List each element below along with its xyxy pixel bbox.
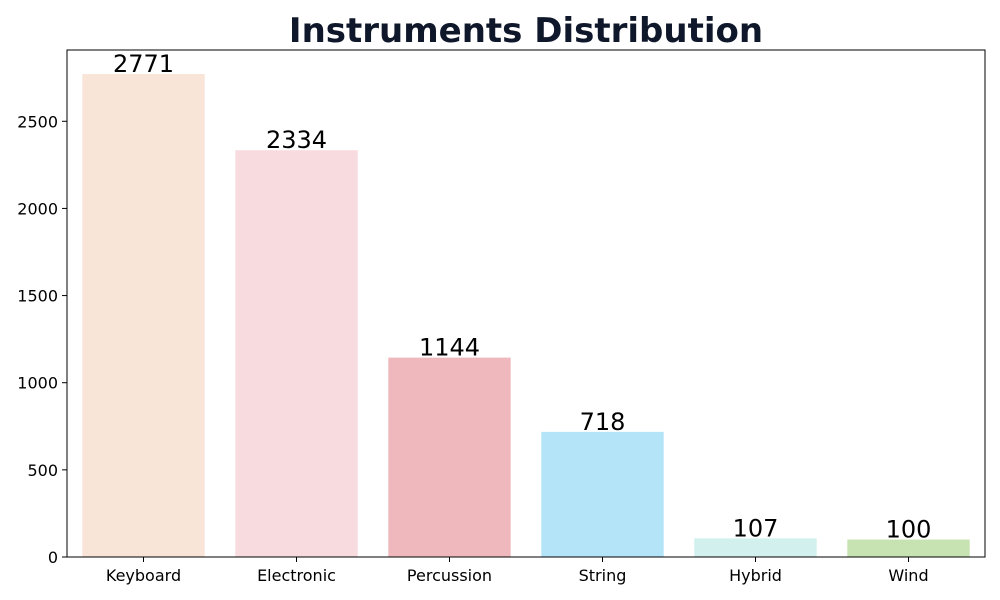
value-label-string: 718 (580, 408, 626, 436)
value-labels-group: 2771 2334 1144 718 107 100 (113, 50, 931, 544)
bar-keyboard (82, 74, 205, 557)
y-tick-label: 500 (27, 461, 58, 480)
y-tick-label: 2000 (17, 199, 58, 218)
x-axis: Keyboard Electronic Percussion String Hybrid… (106, 557, 929, 585)
y-tick-label: 2500 (17, 112, 58, 131)
chart-title: Instruments Distribution (289, 11, 763, 51)
x-tick-label-wind: Wind (888, 566, 928, 585)
value-label-percussion: 1144 (419, 334, 480, 362)
x-tick-label-electronic: Electronic (257, 566, 336, 585)
y-axis: 0 500 1000 1500 2000 2500 (17, 112, 67, 567)
value-label-hybrid: 107 (733, 514, 779, 542)
x-tick-label-keyboard: Keyboard (106, 566, 181, 585)
bars-group (82, 74, 970, 557)
value-label-wind: 100 (886, 516, 932, 544)
bar-wind (847, 539, 970, 557)
bar-electronic (235, 150, 358, 557)
x-tick-label-string: String (579, 566, 627, 585)
y-tick-label: 1000 (17, 374, 58, 393)
value-label-electronic: 2334 (266, 126, 327, 154)
y-tick-label: 1500 (17, 287, 58, 306)
bar-percussion (388, 357, 511, 557)
y-tick-label: 0 (48, 548, 58, 567)
bar-hybrid (694, 538, 817, 557)
x-tick-label-percussion: Percussion (407, 566, 492, 585)
plot-frame (66, 49, 986, 558)
x-tick-label-hybrid: Hybrid (729, 566, 782, 585)
value-label-keyboard: 2771 (113, 50, 174, 78)
bar-string (541, 431, 664, 557)
